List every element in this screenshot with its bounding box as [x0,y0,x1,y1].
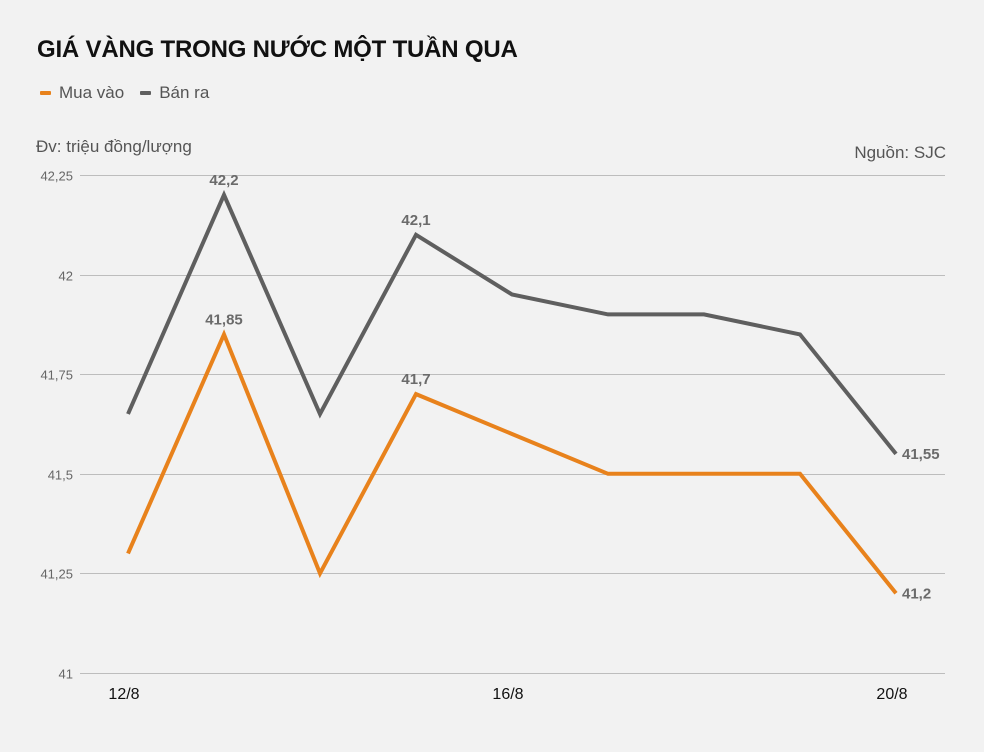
data-label: 42,1 [401,212,430,229]
data-label: 42,2 [209,172,238,189]
x-axis-ticks: 12/8 16/8 20/8 [108,686,907,703]
legend-item-mua-vao: Mua vào [40,83,124,103]
legend-swatch-gray-icon [140,91,152,95]
source-label: Nguồn: SJC [854,143,946,162]
legend-label: Mua vào [59,83,125,102]
x-tick-label: 12/8 [108,686,139,703]
y-axis-ticks: 41 41,25 41,5 41,75 42 42,25 [40,169,73,682]
y-tick-label: 41,5 [48,468,73,483]
data-labels: 42,2 42,1 41,55 41,85 41,7 41,2 [205,172,939,602]
y-tick-label: 42,25 [40,169,73,184]
data-label: 41,85 [205,311,243,328]
legend-label: Bán ra [159,83,210,102]
y-tick-label: 41,25 [40,567,73,582]
data-label: 41,2 [902,585,931,602]
series-line [126,189,898,456]
y-tick-label: 41,75 [40,368,73,383]
data-label: 41,7 [401,371,430,388]
unit-label: Đv: triệu đồng/lượng [36,137,192,156]
chart-title: GIÁ VÀNG TRONG NƯỚC MỘT TUẦN QUA [37,36,518,63]
gridlines [80,175,945,674]
series-line [126,329,898,595]
y-tick-label: 42 [59,269,73,284]
x-tick-label: 20/8 [876,686,907,703]
y-tick-label: 41 [59,667,73,682]
legend-swatch-orange-icon [40,91,51,95]
data-label: 41,55 [902,446,940,463]
series-lines [126,189,898,595]
legend-item-ban-ra: Bán ra [140,83,209,103]
x-tick-label: 16/8 [492,686,523,703]
legend: Mua vào Bán ra [40,83,225,103]
